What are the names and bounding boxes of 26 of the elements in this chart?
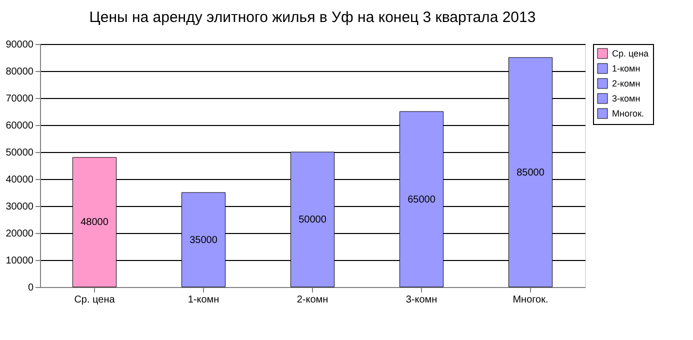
y-tick-label: 70000 (6, 94, 34, 104)
data-label: 48000 (80, 217, 109, 228)
legend-label: 2-комн (612, 78, 640, 88)
y-tick-label: 60000 (6, 120, 34, 132)
legend-label: Многок. (612, 108, 644, 118)
y-tick-label: 20000 (6, 228, 34, 240)
y-tick-label: 50000 (6, 148, 34, 158)
y-tick-label: 80000 (6, 66, 34, 78)
x-tick-label: 3-комн (406, 294, 438, 306)
legend-label: 3-комн (612, 94, 640, 104)
legend-label: Ср. цена (612, 48, 649, 58)
x-tick-label: Многок. (512, 294, 548, 306)
data-label: 50000 (298, 214, 327, 226)
data-label: 35000 (190, 234, 218, 246)
y-tick-label: 40000 (6, 174, 34, 186)
y-tick-label: 10000 (6, 256, 34, 266)
legend-label: 1-комн (612, 64, 640, 74)
y-tick-label: 30000 (6, 202, 34, 212)
x-tick-label: 2-комн (296, 294, 328, 306)
data-label: 65000 (408, 194, 436, 206)
x-tick-label: Ср. цена (74, 294, 116, 306)
chart-title: Цены на аренду элитного жилья в Уф на конец 3 квартала 2013 (89, 9, 536, 26)
x-tick-label: 1-комн (188, 294, 220, 306)
y-tick-label: 90000 (6, 40, 34, 50)
data-label: 85000 (516, 167, 545, 178)
y-tick-label: 0 (28, 282, 34, 294)
